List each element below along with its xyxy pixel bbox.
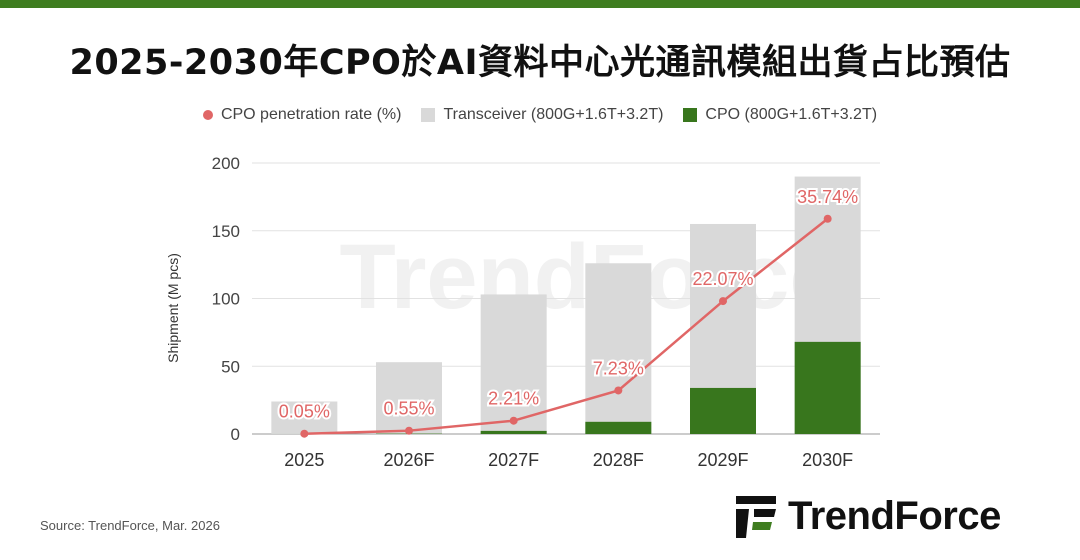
bar-transceiver [376, 362, 442, 434]
x-tick-label: 2026F [383, 450, 434, 470]
penetration-rate-point [300, 429, 309, 438]
legend-swatch-cpo [683, 108, 698, 122]
penetration-rate-label: 0.05% [279, 402, 330, 422]
y-axis-title: Shipment (M pcs) [165, 253, 181, 363]
legend-swatch-transceiver [421, 108, 436, 122]
legend-item-cpo: CPO (800G+1.6T+3.2T) [683, 106, 877, 124]
y-tick-label: 50 [221, 357, 240, 376]
penetration-rate-label: 22.07% [692, 269, 753, 289]
bar-transceiver [271, 401, 338, 434]
legend-item-transceiver: Transceiver (800G+1.6T+3.2T) [421, 106, 663, 124]
y-tick-label: 150 [212, 222, 240, 241]
y-tick-label: 200 [212, 154, 240, 173]
x-tick-label: 2029F [697, 450, 748, 470]
penetration-rate-label: 35.74% [797, 187, 858, 207]
legend-swatch-penetration-rate [202, 110, 213, 120]
penetration-rate-point [509, 416, 518, 425]
legend-item-penetration-rate: CPO penetration rate (%) [202, 106, 402, 124]
legend-label-cpo: CPO (800G+1.6T+3.2T) [705, 106, 878, 123]
x-tick-label: 2025 [284, 450, 324, 470]
bar-cpo [480, 430, 547, 434]
page-title: 2025-2030年CPO於AI資料中心光通訊模組出貨占比預估 [69, 43, 1011, 83]
bar-transceiver [585, 263, 652, 434]
penetration-rate-label: 0.55% [383, 399, 434, 419]
x-tick-label: 2027F [488, 450, 539, 470]
source-note: Source: TrendForce, Mar. 2026 [40, 518, 220, 533]
bar-cpo [690, 387, 756, 434]
penetration-rate-point [614, 386, 623, 395]
penetration-rate-point [823, 214, 832, 223]
y-tick-label: 0 [231, 425, 240, 444]
x-tick-label: 2028F [593, 450, 644, 470]
brand-logo: TrendForce [736, 494, 1001, 539]
penetration-rate-label: 2.21% [488, 389, 539, 409]
top-accent-bar [0, 0, 1080, 8]
penetration-rate-point [719, 297, 727, 306]
penetration-rate-label: 7.23% [593, 358, 644, 378]
penetration-rate-line [304, 217, 829, 435]
penetration-rate-point [405, 426, 413, 435]
bar-cpo [585, 421, 652, 434]
bar-transceiver [480, 294, 547, 434]
brand-name: TrendForce [788, 494, 1001, 538]
y-tick-label: 100 [212, 290, 240, 309]
x-tick-label: 2030F [802, 450, 853, 470]
legend-label-transceiver: Transceiver (800G+1.6T+3.2T) [443, 106, 664, 123]
chart-legend: CPO penetration rate (%) Transceiver (80… [0, 106, 1080, 124]
bar-cpo [794, 341, 861, 434]
legend-label-penetration-rate: CPO penetration rate (%) [220, 106, 402, 123]
trendforce-logo-icon [736, 495, 776, 538]
